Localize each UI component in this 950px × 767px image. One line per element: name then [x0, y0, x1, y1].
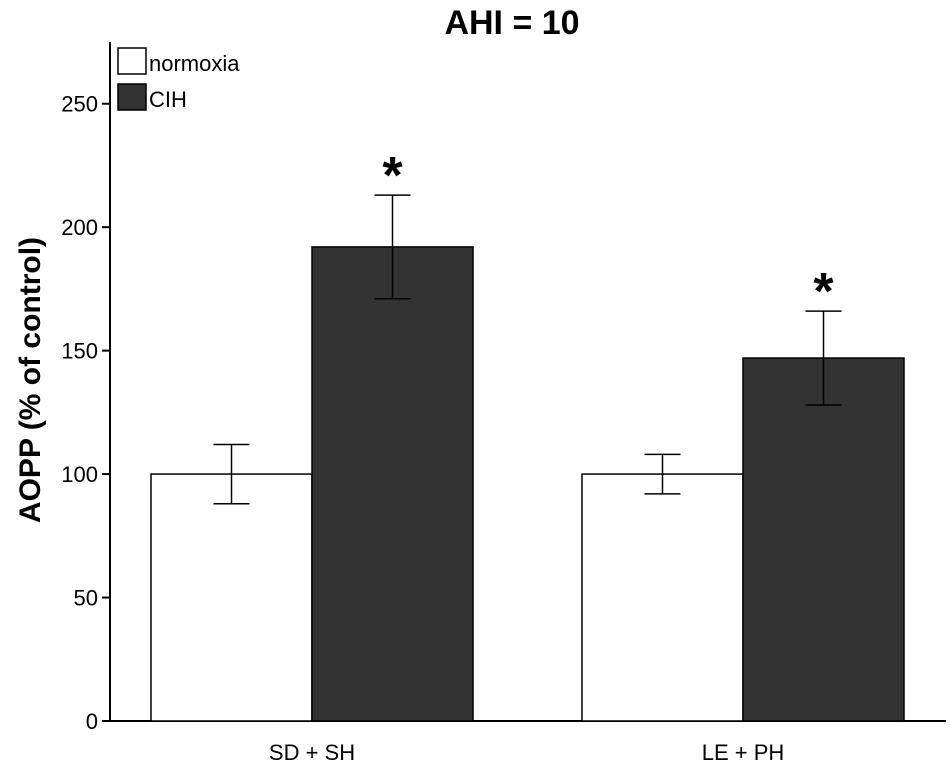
plot-area: 0 50 100 150 200 250 * SD + SH * LE + PH	[61, 42, 946, 765]
y-tick-label: 200	[61, 215, 98, 240]
y-tick-label: 100	[61, 462, 98, 487]
legend-swatch-cih	[117, 83, 147, 111]
y-tick-label: 250	[61, 92, 98, 117]
x-category-label: LE + PH	[702, 740, 785, 765]
legend-label-normoxia: normoxia	[149, 51, 240, 76]
chart-title: AHI = 10	[444, 4, 579, 42]
legend-label-cih: CIH	[149, 87, 187, 112]
bar-normoxia-1	[150, 473, 313, 722]
y-tick-label: 50	[74, 586, 98, 611]
significance-star: *	[813, 263, 834, 321]
significance-star: *	[382, 147, 403, 205]
y-axis-label: AOPP (% of control)	[14, 237, 47, 523]
bar-cih-1	[311, 246, 474, 722]
legend: normoxia CIH	[117, 47, 240, 112]
legend-swatch-normoxia	[117, 47, 147, 75]
y-tick-label: 0	[86, 709, 98, 734]
y-tick-label: 150	[61, 339, 98, 364]
x-category-label: SD + SH	[269, 740, 355, 765]
bar-normoxia-2	[581, 473, 744, 722]
bar-cih-2	[742, 357, 905, 722]
